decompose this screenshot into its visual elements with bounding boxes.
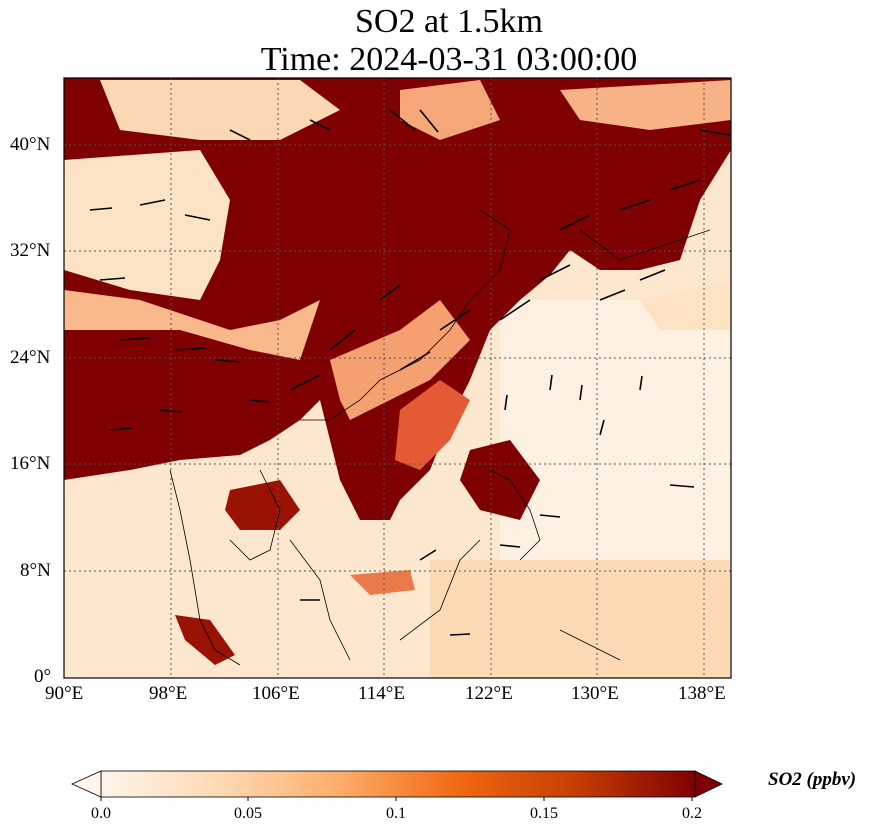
colorbar-label: SO2 (ppbv)	[768, 769, 857, 790]
colorbar-tick-label: 0.1	[386, 805, 406, 822]
lon-tick-label: 90°E	[45, 683, 84, 704]
lon-tick-label: 138°E	[678, 683, 726, 704]
map-frame	[63, 77, 732, 679]
map-title-line-1: SO2 at 1.5km	[355, 3, 543, 40]
colorbar-tick-label: 0.05	[234, 805, 262, 822]
lon-tick-label: 106°E	[252, 683, 300, 704]
coastlines	[169, 209, 711, 666]
lat-tick-label: 40°N	[10, 134, 51, 155]
colorbar	[71, 770, 723, 801]
lat-tick-label: 8°N	[20, 560, 51, 581]
lon-tick-label: 122°E	[465, 683, 513, 704]
lat-tick-label: 32°N	[10, 240, 51, 261]
lon-tick-label: 98°E	[149, 683, 188, 704]
lat-tick-label: 0°	[34, 666, 52, 687]
so2-field	[64, 78, 731, 678]
colorbar-tick-label: 0.2	[682, 805, 702, 822]
lat-tick-label: 16°N	[10, 453, 51, 474]
map-gridlines	[64, 78, 731, 678]
lat-tick-label: 24°N	[10, 347, 51, 368]
colorbar-tick-label: 0.15	[530, 805, 558, 822]
map-title-line-2: Time: 2024-03-31 03:00:00	[260, 41, 638, 78]
wind-vectors	[89, 109, 731, 636]
lon-tick-label: 114°E	[358, 683, 405, 704]
lon-tick-label: 130°E	[571, 683, 619, 704]
colorbar-tick-label: 0.0	[91, 805, 111, 822]
